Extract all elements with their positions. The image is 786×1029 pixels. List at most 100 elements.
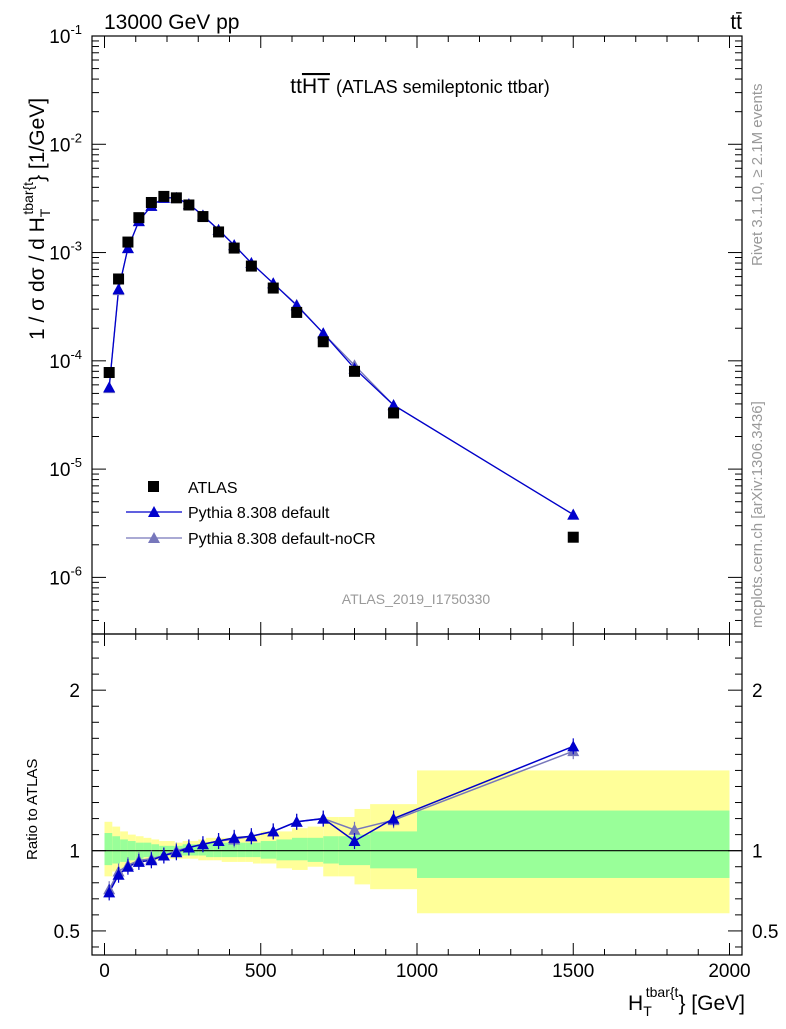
y-tick-base: 10: [49, 244, 70, 265]
ratio-band-inner: [245, 842, 253, 858]
ratio-point-default: [103, 886, 116, 898]
y-tick-base: 10: [49, 135, 70, 156]
legend-marker-atlas: [148, 481, 159, 492]
xlabel-sub: T: [643, 1003, 652, 1019]
ratio-band-inner: [104, 833, 113, 866]
ratio-band-inner: [276, 839, 292, 861]
xlabel-end: } [GeV]: [678, 992, 745, 1015]
ratio-y-tick-label: 2: [69, 681, 80, 702]
ratio-y-tick-label-right: 1: [752, 842, 763, 863]
ratio-y-tick-label-right: 2: [752, 681, 763, 702]
plot-title: ttHT (ATLAS semileptonic ttbar): [290, 75, 549, 98]
point-atlas: [213, 226, 225, 238]
point-atlas: [197, 211, 209, 223]
ratio-point-default: [348, 835, 361, 847]
y-tick-base: 10: [49, 568, 70, 589]
x-tick-label: 1500: [552, 961, 594, 982]
point-atlas: [103, 367, 115, 379]
point-atlas: [183, 199, 195, 211]
ratio-point-default: [245, 830, 258, 842]
mcplots-text: mcplots.cern.ch [arXiv:1306.3436]: [749, 401, 766, 628]
point-atlas: [245, 260, 257, 272]
ratio-point-default: [317, 812, 330, 824]
ratio-band-inner: [229, 842, 238, 858]
ratio-band-inner: [190, 844, 199, 856]
ratio-point-default: [267, 825, 280, 837]
ratio-y-tick-label: 0.5: [54, 922, 80, 943]
ratio-point-default: [132, 855, 145, 867]
energy-label: 13000 GeV pp: [104, 11, 239, 34]
point-default: [103, 381, 116, 393]
ylabel-sub: T: [37, 208, 53, 217]
ratio-band-inner: [213, 842, 222, 858]
ylabel-main: 1 / σ dσ / d H: [26, 217, 49, 340]
ratio-band-inner: [143, 842, 152, 858]
y-tick-base: 10: [49, 27, 70, 48]
legend-label-nocr: Pythia 8.308 default-noCR: [188, 531, 376, 548]
ratio-point-default: [112, 868, 125, 880]
title-overline: HT: [302, 75, 330, 98]
title-prefix: tt: [290, 75, 302, 98]
ratio-point-default: [196, 838, 209, 850]
point-atlas: [158, 190, 170, 202]
process-label: tt̄: [730, 11, 742, 34]
ratio-y-tick-label: 1: [69, 842, 80, 863]
ratio-point-default: [145, 854, 158, 866]
y-tick-exponent: -4: [70, 347, 82, 362]
ratio-point-default: [212, 835, 225, 847]
point-default: [387, 399, 400, 411]
ratio-band-inner: [260, 841, 277, 859]
point-default: [112, 283, 125, 295]
y-tick-exponent: -5: [70, 455, 82, 470]
title-suffix: (ATLAS semileptonic ttbar): [336, 77, 550, 97]
ratio-point-default: [170, 846, 183, 858]
ratio-point-default: [157, 849, 170, 861]
ratio-ylabel-text: Ratio to ATLAS: [24, 759, 41, 860]
x-tick-label: 500: [245, 961, 277, 982]
ratio-ylabel: Ratio to ATLAS: [24, 759, 41, 860]
point-atlas: [388, 407, 400, 419]
y-tick-exponent: -2: [70, 130, 82, 145]
ratio-band-inner: [292, 837, 308, 861]
y-tick-exponent: -6: [70, 563, 82, 578]
x-tick-label: 1000: [396, 961, 438, 982]
ratio-point-default: [567, 740, 580, 752]
y-tick-base: 10: [49, 352, 70, 373]
ratio-band-inner: [198, 844, 207, 856]
point-default: [567, 508, 580, 520]
xlabel-main: H: [628, 992, 643, 1015]
legend-label-atlas: ATLAS: [188, 480, 238, 497]
rivet-label: Rivet 3.1.10, ≥ 2.1M events: [749, 84, 766, 267]
y-tick-exponent: -3: [70, 239, 82, 254]
ratio-band-inner: [221, 842, 230, 858]
ylabel-end: } [1/GeV]: [26, 98, 49, 182]
ratio-point-nocr: [348, 823, 361, 835]
x-axis-label: HTtbar{t} [GeV]: [628, 984, 745, 1019]
ratio-band-inner: [112, 836, 121, 864]
ratio-y-tick-label-right: 0.5: [752, 922, 778, 943]
point-atlas: [267, 282, 279, 294]
xlabel-sup: tbar{t: [646, 984, 679, 1000]
analysis-id: ATLAS_2019_I1750330: [342, 591, 491, 607]
y-tick-label: 10-6: [49, 563, 82, 589]
y-tick-base: 10: [49, 460, 70, 481]
point-atlas: [122, 236, 134, 248]
point-atlas: [349, 365, 360, 377]
x-tick-label: 0: [99, 961, 110, 982]
ratio-point-default: [290, 815, 303, 827]
mcplots-label: mcplots.cern.ch [arXiv:1306.3436]: [749, 401, 766, 628]
point-default: [317, 327, 330, 339]
series-line-nocr: [108, 197, 574, 516]
point-atlas: [145, 196, 157, 208]
legend-marker-default: [148, 506, 160, 517]
ylabel-sup: tbar{t: [20, 182, 36, 215]
ratio-point-default: [228, 831, 241, 843]
y-tick-label: 10-1: [49, 22, 82, 48]
legend-label-default: Pythia 8.308 default: [188, 505, 330, 522]
y-tick-label: 10-3: [49, 239, 82, 265]
point-atlas: [567, 531, 579, 543]
point-atlas: [170, 192, 182, 204]
point-atlas: [133, 212, 145, 224]
ratio-band-inner: [237, 842, 246, 858]
